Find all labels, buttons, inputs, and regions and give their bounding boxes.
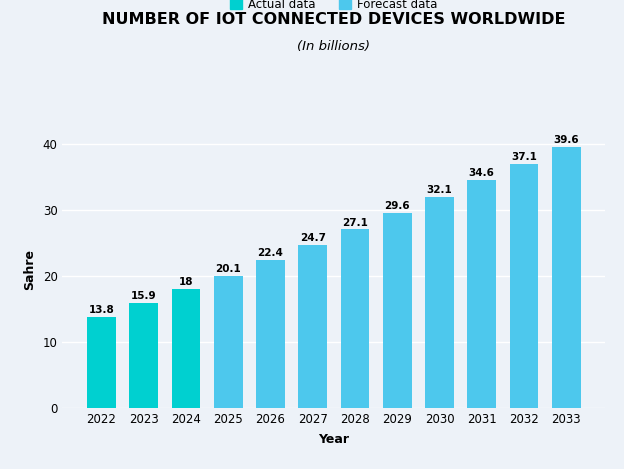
- Text: 20.1: 20.1: [215, 264, 241, 273]
- Bar: [467, 180, 496, 408]
- X-axis label: Year: Year: [318, 433, 349, 446]
- Bar: [510, 164, 539, 408]
- Text: 13.8: 13.8: [89, 305, 114, 315]
- Bar: [172, 289, 200, 408]
- Text: 24.7: 24.7: [300, 233, 326, 243]
- Text: 32.1: 32.1: [427, 185, 452, 195]
- Bar: [383, 213, 412, 408]
- Text: NUMBER OF IOT CONNECTED DEVICES WORLDWIDE: NUMBER OF IOT CONNECTED DEVICES WORLDWID…: [102, 12, 565, 27]
- Text: 22.4: 22.4: [258, 249, 283, 258]
- Text: 15.9: 15.9: [131, 291, 157, 301]
- Bar: [425, 197, 454, 408]
- Bar: [552, 147, 580, 408]
- Legend: Actual data, Forecast data: Actual data, Forecast data: [226, 0, 442, 16]
- Text: 29.6: 29.6: [384, 201, 410, 211]
- Text: 39.6: 39.6: [553, 135, 579, 145]
- Text: (In billions): (In billions): [298, 40, 370, 53]
- Bar: [341, 229, 369, 408]
- Bar: [129, 303, 158, 408]
- Text: 34.6: 34.6: [469, 168, 495, 178]
- Bar: [298, 245, 327, 408]
- Y-axis label: Sahre: Sahre: [22, 249, 36, 290]
- Text: 18: 18: [178, 278, 193, 287]
- Bar: [214, 276, 243, 408]
- Text: 27.1: 27.1: [342, 218, 368, 227]
- Bar: [256, 260, 285, 408]
- Bar: [87, 317, 116, 408]
- Text: 37.1: 37.1: [511, 151, 537, 162]
